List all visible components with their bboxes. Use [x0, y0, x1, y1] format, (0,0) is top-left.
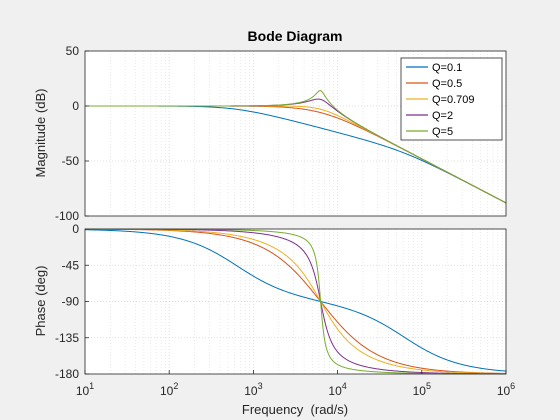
magnitude-y-label: Magnitude (dB): [33, 89, 48, 178]
magnitude-lines: [85, 90, 507, 204]
phase-panel: 0 -45 -90 -135 -180 101 102 103 104 105 106 Phase…: [33, 222, 515, 417]
x-axis-label: Frequency (rad/s): [242, 402, 348, 417]
y-tick-label: -45: [62, 258, 80, 272]
x-tick-label: 101: [76, 381, 94, 398]
y-tick-label: 0: [72, 222, 79, 236]
legend-entry: Q=5: [432, 126, 453, 138]
legend-entry: Q=0.1: [432, 62, 462, 74]
x-tick-label: 103: [244, 381, 262, 398]
phase-y-label: Phase (deg): [33, 266, 48, 337]
legend-entry: Q=0.5: [432, 78, 462, 90]
y-tick-label: -180: [55, 367, 79, 381]
legend-entry: Q=2: [432, 110, 453, 122]
chart-title: Bode Diagram: [248, 28, 343, 44]
magnitude-series-line: [85, 90, 507, 204]
phase-y-ticks: 0 -45 -90 -135 -180: [55, 222, 89, 381]
y-tick-label: -100: [55, 209, 79, 223]
magnitude-axes-box: [84, 50, 507, 217]
y-tick-label: 0: [72, 99, 79, 113]
phase-series-line: [84, 229, 507, 372]
x-tick-label: 106: [497, 381, 515, 398]
legend-entry: Q=0.709: [432, 94, 475, 106]
legend: Q=0.1 Q=0.5 Q=0.709 Q=2 Q=5: [400, 57, 503, 141]
y-tick-label: -90: [62, 295, 80, 309]
legend-items: Q=0.1 Q=0.5 Q=0.709 Q=2 Q=5: [406, 62, 475, 138]
y-tick-label: -135: [55, 331, 79, 345]
magnitude-y-ticks: 50 0 -50 -100: [55, 44, 89, 223]
x-tick-label: 105: [413, 381, 431, 398]
x-tick-label: 104: [328, 381, 346, 398]
x-ticks: 101 102 103 104 105 106: [76, 370, 515, 398]
y-tick-label: 50: [66, 44, 80, 58]
x-tick-label: 102: [160, 381, 178, 398]
y-tick-label: -50: [62, 154, 80, 168]
